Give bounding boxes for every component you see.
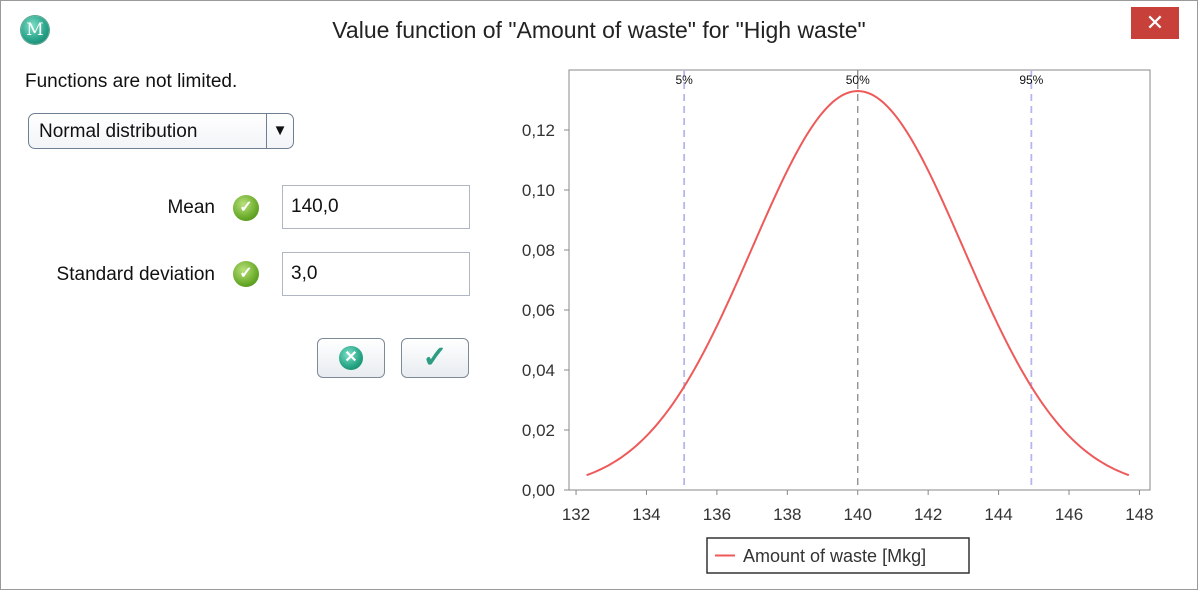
- density-curve: [586, 90, 1130, 477]
- value-function-chart: 132 134 136 138 140 142 144 146 148 0,00 0,02 0,04 0…: [522, 69, 1154, 574]
- dropdown-arrow-icon[interactable]: ▼: [266, 114, 293, 148]
- ok-button[interactable]: ✓: [401, 338, 469, 378]
- percentile-label: 5%: [675, 73, 693, 87]
- y-tick-label: 0,02: [522, 421, 555, 440]
- close-circle-icon: ✕: [339, 346, 363, 370]
- checkmark-icon: ✓: [422, 341, 448, 374]
- distribution-value: Normal distribution: [39, 121, 198, 142]
- y-tick-label: 0,12: [522, 121, 555, 140]
- x-tick-label: 136: [703, 505, 731, 524]
- y-tick-label: 0,04: [522, 361, 555, 380]
- limit-info-text: Functions are not limited.: [25, 71, 238, 92]
- distribution-select[interactable]: Normal distribution ▼: [28, 113, 294, 149]
- x-tick-label: 138: [773, 505, 801, 524]
- y-tick-label: 0,08: [522, 241, 555, 260]
- title-bar: M Value function of "Amount of waste" fo…: [1, 1, 1197, 61]
- y-tick-label: 0,10: [522, 181, 555, 200]
- y-tick-label: 0,00: [522, 481, 555, 500]
- close-button[interactable]: ✕: [1131, 7, 1179, 39]
- window-title: Value function of "Amount of waste" for …: [332, 17, 866, 43]
- x-tick-label: 146: [1055, 505, 1083, 524]
- y-tick-label: 0,06: [522, 301, 555, 320]
- valid-check-icon: ✓: [233, 261, 259, 287]
- percentile-label: 50%: [846, 73, 870, 87]
- cancel-button[interactable]: ✕: [317, 338, 385, 378]
- plot-area: [568, 69, 1151, 491]
- app-logo-icon: M: [21, 16, 49, 44]
- x-tick-label: 142: [914, 505, 942, 524]
- x-tick-label: 144: [984, 505, 1012, 524]
- percentile-label: 95%: [1019, 73, 1043, 87]
- x-tick-label: 148: [1125, 505, 1153, 524]
- std-dev-input[interactable]: [282, 252, 470, 296]
- legend-box: [706, 537, 970, 574]
- legend-label: Amount of waste [Mkg]: [743, 546, 926, 566]
- x-tick-label: 132: [562, 505, 590, 524]
- valid-check-icon: ✓: [233, 195, 259, 221]
- mean-input[interactable]: [282, 185, 470, 229]
- parameter-panel: Functions are not limited. Normal distri…: [25, 61, 495, 581]
- mean-label: Mean: [167, 197, 215, 218]
- x-tick-label: 134: [632, 505, 660, 524]
- x-tick-label: 140: [844, 505, 872, 524]
- std-dev-label: Standard deviation: [56, 264, 215, 285]
